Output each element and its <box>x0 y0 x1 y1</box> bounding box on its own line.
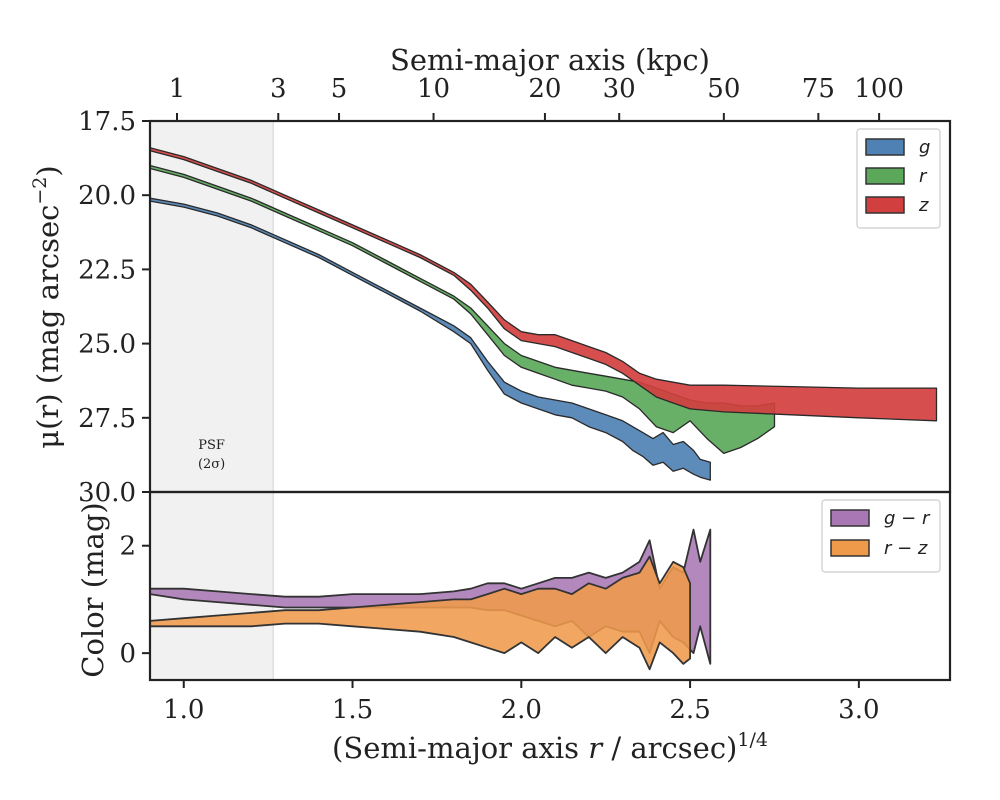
legend-swatch-rz <box>830 539 870 557</box>
y-tick-label-bottom: 2 <box>119 532 136 562</box>
band-g-profile <box>150 197 711 481</box>
x-axis-title-exponent: 1/4 <box>737 729 768 751</box>
legend-swatch-g <box>865 138 905 156</box>
y-tick-label-top: 20.0 <box>78 181 136 211</box>
band-rz-color <box>150 555 691 671</box>
y-axis-title-surface-brightness: μ(r) (mag arcsec−2) <box>29 165 65 448</box>
x-tick-label: 2.0 <box>501 695 542 725</box>
x-tick-label: 1.0 <box>163 695 204 725</box>
y-tick-label-bottom: 0 <box>119 639 136 669</box>
bottom-panel-frame <box>148 490 952 682</box>
top-tick-label: 10 <box>417 74 450 104</box>
legend-swatch-gr <box>830 509 870 527</box>
top-tick-label: 30 <box>603 74 636 104</box>
psf-sigma-label: (2σ) <box>198 457 225 472</box>
y-tick-label-top: 27.5 <box>78 404 136 434</box>
legend-label-gr: g − r <box>884 508 931 529</box>
y-tick-label-top: 22.5 <box>78 255 136 285</box>
color-bands <box>150 528 712 671</box>
top-tick-label: 100 <box>854 74 904 104</box>
y-axis-title-main: μ(r) (mag arcsec <box>31 205 65 449</box>
top-tick-label: 50 <box>707 74 740 104</box>
top-tick-label: 3 <box>270 74 287 104</box>
legend-label-rz: r − z <box>884 538 928 559</box>
psf-label: PSF <box>198 438 225 453</box>
x-axis-title: (Semi-major axis r / arcsec)1/4 <box>332 729 768 765</box>
y-tick-label-top: 30.0 <box>78 478 136 508</box>
y-axis-title-close: ) <box>31 165 65 176</box>
axes-frames <box>148 119 952 682</box>
x-tick-label: 2.5 <box>669 695 710 725</box>
x-axis-title-mid: / arcsec) <box>602 731 737 765</box>
y-tick-label-top: 25.0 <box>78 330 136 360</box>
x-axis-title-var: r <box>588 731 604 765</box>
x-tick-label: 3.0 <box>838 695 879 725</box>
top-tick-label: 5 <box>331 74 348 104</box>
top-tick-label: 20 <box>528 74 561 104</box>
legend-label-r: r <box>919 166 928 187</box>
legend-surface-brightness: grz <box>856 128 941 229</box>
legend-label-z: z <box>918 195 929 216</box>
surface-brightness-bands <box>150 147 938 481</box>
y-axis-title-color: Color (mag) <box>76 502 110 677</box>
x-axis-title-main: (Semi-major axis <box>332 731 588 765</box>
band-r-profile <box>150 164 776 455</box>
legend-color: g − r r − z <box>821 499 941 573</box>
y-axis-title-exponent: −2 <box>29 177 51 205</box>
axis-ticks: 1.0 1.5 2.0 2.5 3.01 3 5 10 20 30 50 75 10017.520.02… <box>78 74 904 725</box>
band-z-profile <box>150 147 938 422</box>
legend-label-g: g <box>919 137 930 158</box>
top-axis-title: Semi-major axis (kpc) <box>390 43 710 77</box>
x-tick-label: 1.5 <box>332 695 373 725</box>
top-tick-label: 1 <box>169 74 186 104</box>
top-tick-label: 75 <box>802 74 835 104</box>
legend-swatch-z <box>865 196 905 214</box>
y-tick-label-top: 17.5 <box>78 107 136 137</box>
legend-swatch-r <box>865 167 905 185</box>
